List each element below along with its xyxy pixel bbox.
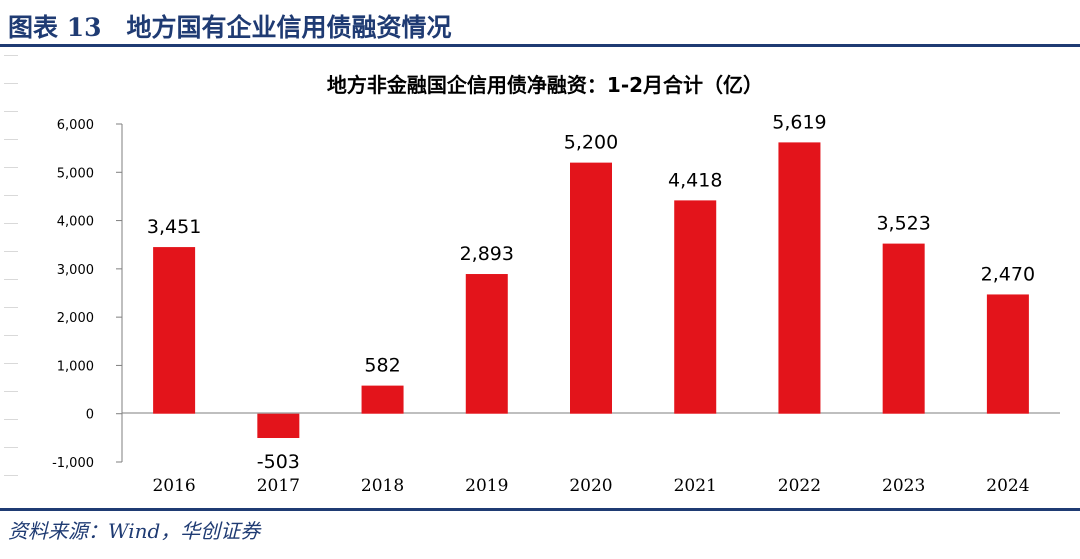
margin-mark: [4, 307, 18, 308]
margin-mark: [4, 447, 18, 448]
bars-group: [153, 142, 1029, 439]
bar-2024: [986, 294, 1029, 414]
margin-mark: [4, 279, 18, 280]
margin-mark: [4, 335, 18, 336]
x-tick-label: 2016: [152, 476, 195, 496]
margin-mark: [4, 363, 18, 364]
margin-mark: [4, 391, 18, 392]
chart-title: 地方非金融国企信用债净融资：1-2月合计（亿）: [327, 73, 763, 97]
y-axis-ticks: -1,000 0 1,000 2,000 3,000 4,000 5,000 6,000: [52, 118, 122, 471]
y-tick-label: 2,000: [57, 311, 94, 326]
x-tick-label: 2022: [778, 476, 821, 496]
margin-mark: [4, 139, 18, 140]
header-rule: [0, 44, 1080, 47]
footer-rule: [0, 508, 1080, 511]
margin-mark: [4, 475, 18, 476]
bar-2020: [570, 162, 612, 414]
left-margin-marks: [0, 55, 20, 500]
x-tick-label: 2021: [674, 476, 717, 496]
bar-2018: [361, 385, 404, 414]
x-tick-label: 2024: [986, 476, 1029, 496]
x-tick-label: 2023: [882, 476, 925, 496]
data-label-2024: 2,470: [981, 263, 1035, 285]
data-label-2022: 5,619: [772, 111, 826, 133]
x-axis-labels: 2016 2017 2018 2019 2020 2021 2022 2023 2024: [152, 476, 1029, 496]
figure-header: 图表 13 地方国有企业信用债融资情况: [0, 0, 1080, 47]
y-tick-label: 1,000: [57, 359, 94, 374]
data-label-2017: -503: [257, 451, 300, 473]
y-tick-label: -1,000: [52, 456, 94, 471]
margin-mark: [4, 195, 18, 196]
y-tick-label: 4,000: [57, 215, 94, 230]
bar-2017: [257, 413, 300, 439]
x-tick-label: 2020: [569, 476, 612, 496]
bar-2022: [778, 142, 821, 414]
data-label-2019: 2,893: [460, 243, 514, 265]
data-label-2020: 5,200: [564, 132, 618, 154]
margin-mark: [4, 251, 18, 252]
bar-chart: 地方非金融国企信用债净融资：1-2月合计（亿） -1,000 0 1,000 2,00…: [52, 73, 1060, 496]
bar-2016: [153, 247, 196, 414]
data-label-2016: 3,451: [147, 216, 201, 238]
source-note: 资料来源：Wind，华创证券: [8, 519, 261, 543]
bar-2021: [674, 200, 717, 414]
data-label-2018: 582: [364, 355, 400, 377]
y-tick-label: 3,000: [57, 263, 94, 278]
margin-mark: [4, 419, 18, 420]
x-tick-label: 2018: [361, 476, 404, 496]
margin-mark: [4, 111, 18, 112]
figure-title: 图表 13 地方国有企业信用债融资情况: [8, 13, 452, 42]
bar-2019: [465, 274, 508, 414]
margin-mark: [4, 55, 18, 56]
y-tick-label: 5,000: [57, 166, 94, 181]
data-label-2021: 4,418: [668, 169, 722, 191]
bar-2023: [882, 243, 925, 414]
margin-mark: [4, 83, 18, 84]
data-labels-group: 3,451 -503 582 2,893 5,200 4,418 5,619 3,523 2,4…: [147, 111, 1035, 473]
data-label-2023: 3,523: [876, 213, 930, 235]
margin-mark: [4, 167, 18, 168]
y-tick-label: 6,000: [57, 118, 94, 133]
margin-mark: [4, 223, 18, 224]
y-tick-label: 0: [86, 408, 94, 423]
x-tick-label: 2019: [465, 476, 508, 496]
x-tick-label: 2017: [257, 476, 300, 496]
